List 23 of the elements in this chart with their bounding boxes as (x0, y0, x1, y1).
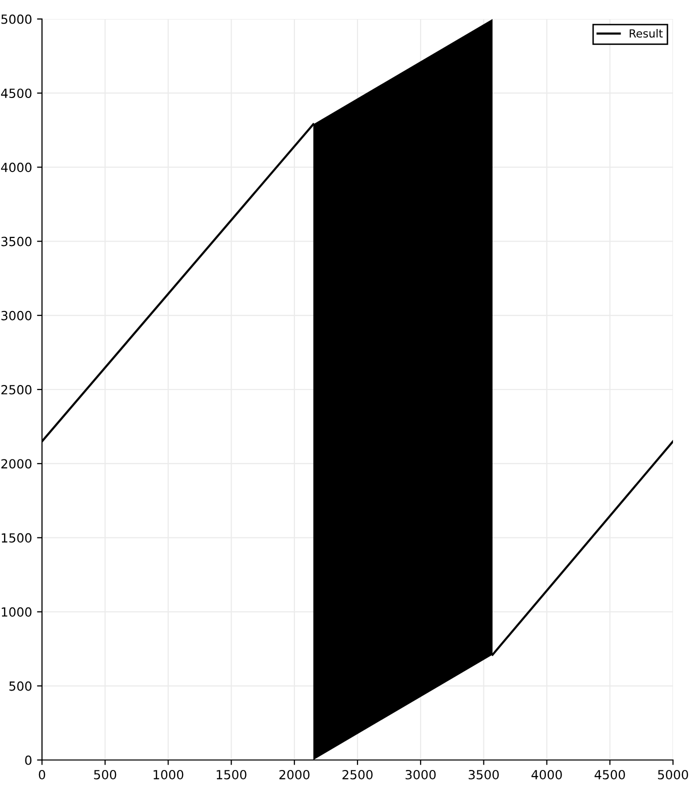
legend-label: Result (630, 29, 663, 38)
x-tick-label: 4000 (532, 770, 562, 780)
x-tick-label: 500 (94, 770, 116, 780)
y-tick-label: 4500 (1, 88, 32, 98)
y-tick-label: 3000 (1, 310, 32, 320)
x-tick-label: 3000 (406, 770, 436, 780)
x-tick-label: 1000 (154, 770, 184, 780)
x-tick-label: 0 (38, 770, 46, 780)
x-tick-label: 4500 (594, 770, 625, 780)
y-tick-label: 4000 (1, 162, 32, 172)
x-tick-label: 5000 (658, 770, 688, 780)
y-tick-label: 0 (25, 755, 32, 765)
x-tick-label: 2000 (279, 770, 310, 780)
x-tick-label: 3500 (468, 770, 499, 780)
x-tick-label: 1500 (216, 770, 246, 780)
x-tick-label: 2500 (342, 770, 373, 780)
y-tick-label: 3500 (1, 236, 32, 246)
y-tick-label: 2000 (1, 459, 32, 469)
y-tick-label: 1000 (2, 607, 32, 617)
y-tick-label: 500 (9, 681, 32, 691)
y-tick-label: 1500 (2, 533, 32, 543)
y-tick-label: 5000 (1, 14, 32, 24)
y-tick-label: 2500 (1, 384, 32, 394)
